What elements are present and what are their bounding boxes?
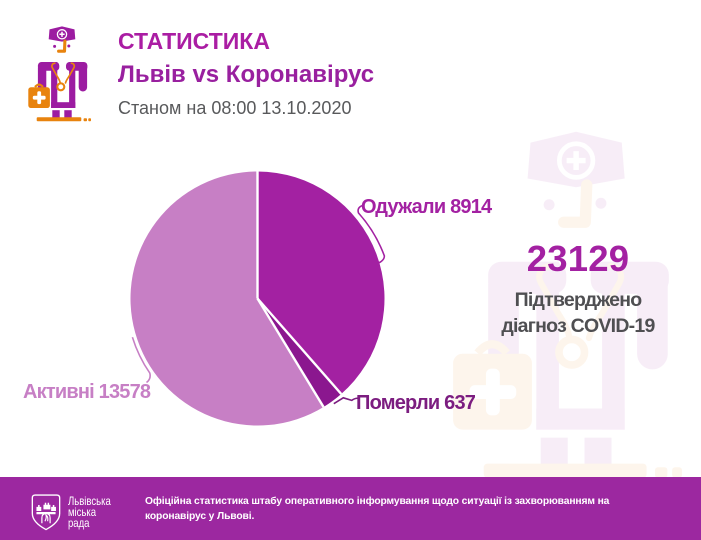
- footer-bar: Львівська міська рада Офіційна статистик…: [0, 477, 701, 540]
- footer-org-name: Львівська міська рада: [68, 493, 111, 530]
- confirmed-total: 23129: [526, 238, 630, 279]
- label-recovered: Одужали 8914: [361, 195, 492, 218]
- label-active: Активні 13578: [23, 380, 151, 403]
- pie-slice-Одужали: [257, 171, 385, 394]
- summary-block: 23129 Підтверджено діагноз COVID-19: [448, 240, 701, 339]
- label-dead: Померли 637: [356, 391, 476, 414]
- confirmed-caption: Підтверджено діагноз COVID-19: [501, 289, 655, 337]
- doctor-icon: [28, 26, 91, 122]
- date-line: Станом на 08:00 13.10.2020: [118, 97, 352, 118]
- leader-line-dead: [333, 396, 360, 405]
- pie-slice-Активні: [130, 171, 324, 426]
- pie-slice-separator: [256, 297, 325, 408]
- page-title: СТАТИСТИКА: [118, 28, 270, 54]
- pie-slice-separator: [256, 297, 343, 395]
- lviv-city-council-crest-icon: [31, 494, 61, 531]
- footer-description: Офіційна статистика штабу оперативного і…: [145, 495, 610, 522]
- leader-line-active: [131, 336, 151, 384]
- page-subtitle: Львів vs Коронавірус: [118, 61, 375, 88]
- pie-chart: [130, 171, 386, 426]
- pie-slice-Померли: [257, 298, 342, 407]
- leader-line-recovered: [357, 204, 386, 264]
